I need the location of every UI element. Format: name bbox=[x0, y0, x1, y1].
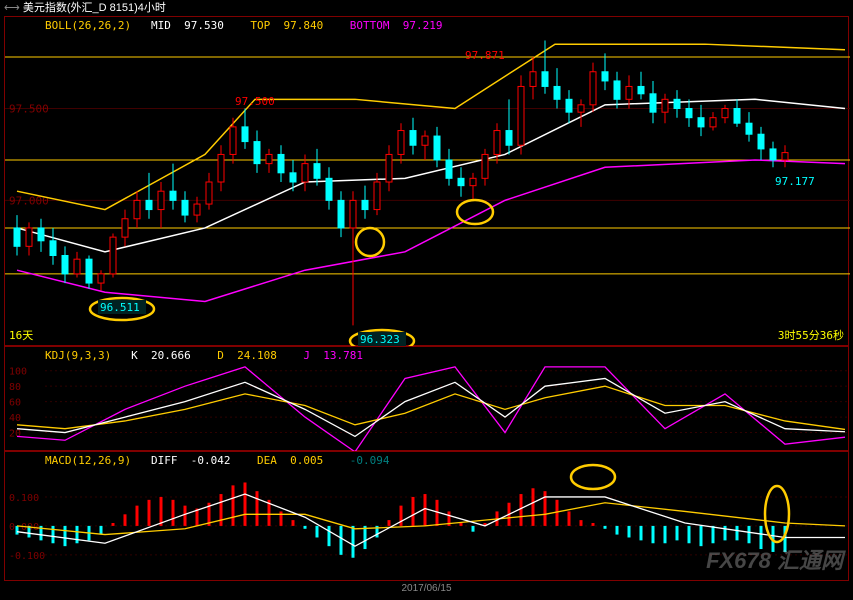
title-bar: ⟷ 美元指数(外汇_D 8151)4小时 bbox=[0, 0, 853, 16]
kdj-chart-svg: 20 40 60 80 100 bbox=[5, 347, 850, 452]
svg-text:20: 20 bbox=[9, 429, 21, 440]
svg-text:80: 80 bbox=[9, 382, 21, 393]
chart-title: 美元指数(外汇_D 8151)4小时 bbox=[23, 2, 166, 14]
status-right: 3时55分36秒 bbox=[778, 327, 844, 343]
main-price-chart[interactable]: BOLL(26,26,2) MID 97.530 TOP 97.840 BOTT… bbox=[4, 16, 849, 346]
svg-text:97.871: 97.871 bbox=[465, 49, 505, 62]
svg-text:-0.100: -0.100 bbox=[9, 551, 45, 562]
svg-text:97.500: 97.500 bbox=[9, 103, 49, 116]
date-axis: 2017/06/15 bbox=[4, 581, 849, 597]
main-chart-svg: 97.00097.50097.87197.50097.17796.51196.3… bbox=[5, 17, 850, 347]
svg-text:97.177: 97.177 bbox=[775, 175, 815, 188]
watermark: FX678 汇通网 bbox=[706, 543, 843, 575]
kdj-chart[interactable]: KDJ(9,3,3) K 20.666 D 24.108 J 13.781 20… bbox=[4, 346, 849, 451]
svg-text:97.500: 97.500 bbox=[235, 95, 275, 108]
svg-text:96.511: 96.511 bbox=[100, 301, 140, 314]
svg-text:40: 40 bbox=[9, 413, 21, 424]
svg-text:100: 100 bbox=[9, 367, 27, 378]
svg-text:0.100: 0.100 bbox=[9, 493, 39, 504]
status-left: 16天 bbox=[9, 327, 33, 343]
svg-text:60: 60 bbox=[9, 398, 21, 409]
svg-text:96.323: 96.323 bbox=[360, 333, 400, 346]
